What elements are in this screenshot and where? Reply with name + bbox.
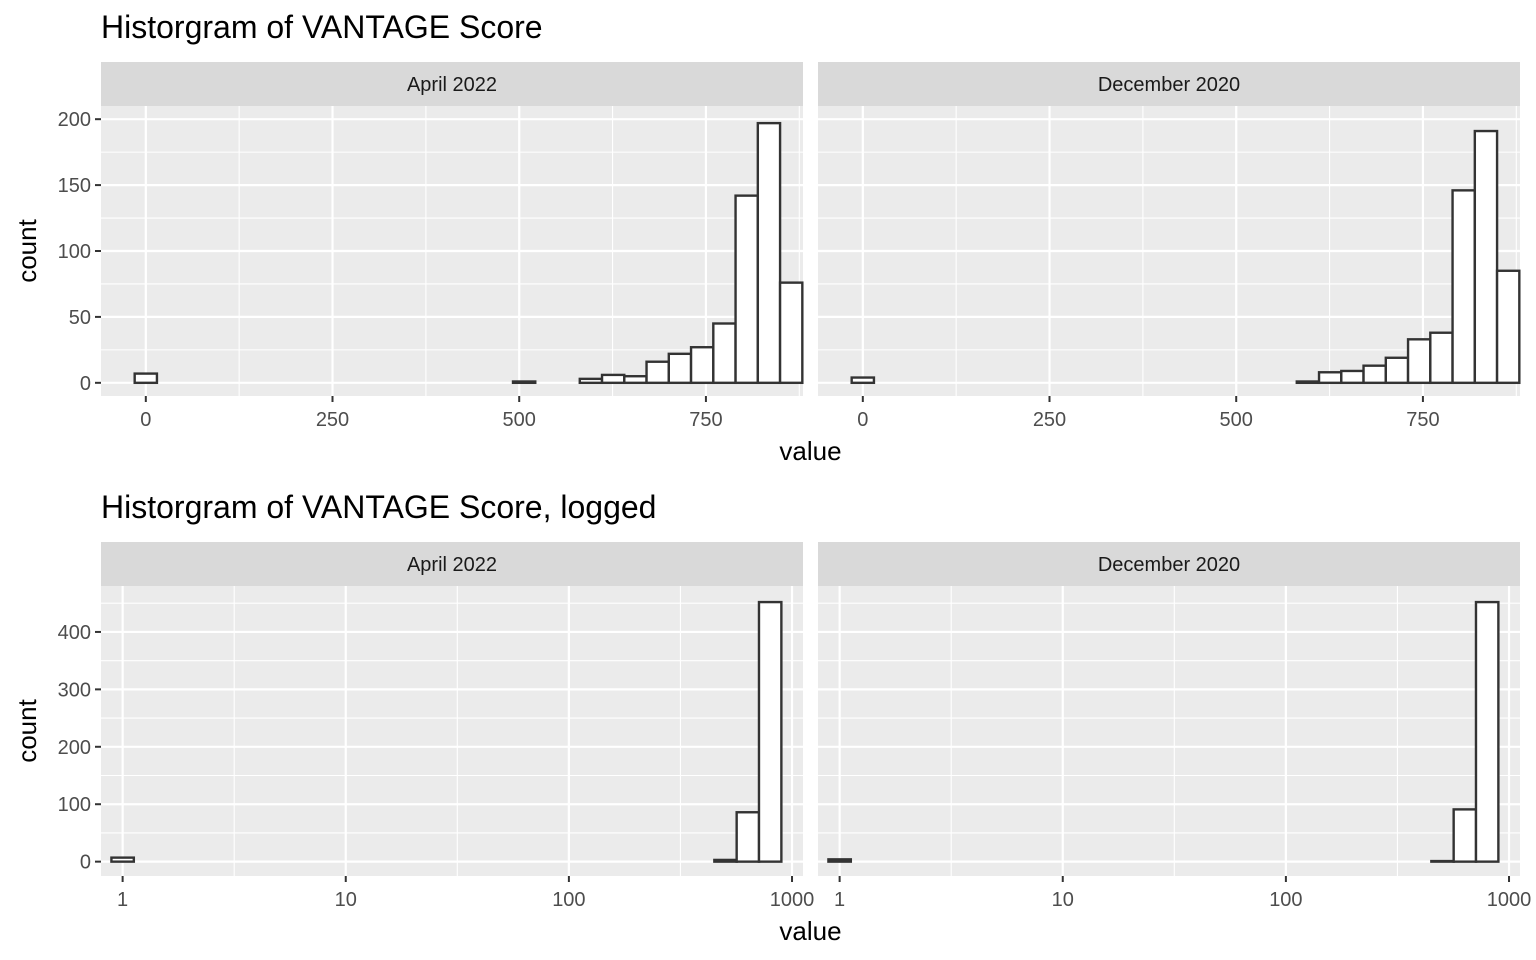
histogram-bar xyxy=(756,121,782,385)
histogram-bar xyxy=(1495,269,1521,385)
histogram-bar xyxy=(578,377,604,385)
x-tick-label: 500 xyxy=(1220,409,1253,431)
facet-panel-2: December 2020 0 250 500 750 xyxy=(818,62,1521,431)
histogram-bar xyxy=(110,856,136,863)
bars xyxy=(133,121,804,385)
y-tick-label: 100 xyxy=(58,794,91,816)
x-tick-label: 100 xyxy=(1269,889,1302,911)
histogram-bar xyxy=(689,346,715,385)
histogram-bar xyxy=(712,322,737,385)
y-tick-label: 0 xyxy=(80,852,91,874)
histogram-bar xyxy=(1384,356,1410,385)
panel-background xyxy=(818,586,1520,876)
histogram-bar xyxy=(1474,600,1500,863)
x-tick-label: 10 xyxy=(1052,889,1074,911)
histogram-bar xyxy=(735,811,761,863)
histogram-bar xyxy=(1362,364,1387,385)
histogram-bar xyxy=(850,376,876,385)
x-tick-label: 0 xyxy=(857,409,868,431)
histogram-bar xyxy=(1452,808,1478,863)
x-tick-label: 1000 xyxy=(1487,889,1532,911)
facet-strip-label: April 2022 xyxy=(407,554,497,576)
y-tick-label: 300 xyxy=(58,679,91,701)
x-tick-label: 10 xyxy=(335,889,357,911)
facet-panel-1: April 2022 0 250 500 750 0 50 100 150 200 xyxy=(58,62,804,431)
histogram-bar xyxy=(1295,380,1321,385)
histogram-bar xyxy=(623,375,648,385)
histogram-bar xyxy=(667,352,693,385)
histogram-bar xyxy=(1451,189,1477,385)
x-tick-label: 0 xyxy=(140,409,151,431)
histogram-bar xyxy=(511,380,537,385)
histogram-bar xyxy=(1430,859,1455,863)
histogram-bar xyxy=(778,281,804,385)
y-axis-title: count xyxy=(12,218,42,282)
bars xyxy=(110,600,783,863)
histogram-bar xyxy=(734,194,760,385)
histogram-bar xyxy=(1340,369,1365,385)
x-tick-label: 1 xyxy=(117,889,128,911)
x-axis-title: value xyxy=(779,916,841,946)
chart-title: Historgram of VANTAGE Score xyxy=(101,9,543,45)
histogram-bar xyxy=(757,600,783,863)
histogram-bar xyxy=(1473,129,1499,385)
y-axis-title: count xyxy=(12,698,42,762)
chart-1: Historgram of VANTAGE Score April 2022 0 25… xyxy=(12,9,1521,466)
facet-strip-label: December 2020 xyxy=(1098,554,1240,576)
y-tick-label: 150 xyxy=(58,175,91,197)
x-tick-label: 100 xyxy=(552,889,585,911)
x-tick-label: 1000 xyxy=(770,889,815,911)
y-tick-label: 100 xyxy=(58,241,91,263)
x-tick-label: 1 xyxy=(834,889,845,911)
x-tick-label: 250 xyxy=(1033,409,1066,431)
y-tick-label: 200 xyxy=(58,109,91,131)
chart-title: Historgram of VANTAGE Score, logged xyxy=(101,489,656,525)
x-tick-label: 500 xyxy=(503,409,536,431)
histogram-bar xyxy=(645,360,670,385)
facet-strip-label: April 2022 xyxy=(407,74,497,96)
facet-strip xyxy=(818,62,1520,106)
facet-strip xyxy=(101,62,803,106)
y-tick-label: 200 xyxy=(58,737,91,759)
y-tick-label: 400 xyxy=(58,622,91,644)
histogram-bar xyxy=(1317,371,1343,385)
chart-2: Historgram of VANTAGE Score, logged April… xyxy=(12,489,1531,946)
histogram-bar xyxy=(600,373,626,385)
histogram-bar xyxy=(827,858,853,863)
facet-panel-1: April 2022 1 10 100 1000 0 100 200 300 400 xyxy=(58,542,815,911)
histogram-bar xyxy=(1429,331,1454,385)
bars xyxy=(827,600,1500,863)
facet-strip xyxy=(101,542,803,586)
histogram-bar xyxy=(713,858,738,863)
x-tick-label: 250 xyxy=(316,409,349,431)
histogram-bar xyxy=(1406,338,1432,385)
bars xyxy=(850,129,1521,385)
x-tick-label: 750 xyxy=(1406,409,1439,431)
facet-strip-label: December 2020 xyxy=(1098,74,1240,96)
panel-background xyxy=(101,586,803,876)
x-tick-label: 750 xyxy=(689,409,722,431)
facet-strip xyxy=(818,542,1520,586)
histogram-bar xyxy=(133,372,159,385)
facet-panel-2: December 2020 1 10 100 1000 xyxy=(818,542,1531,911)
y-tick-label: 0 xyxy=(80,373,91,395)
y-tick-label: 50 xyxy=(69,307,91,329)
x-axis-title: value xyxy=(779,436,841,466)
